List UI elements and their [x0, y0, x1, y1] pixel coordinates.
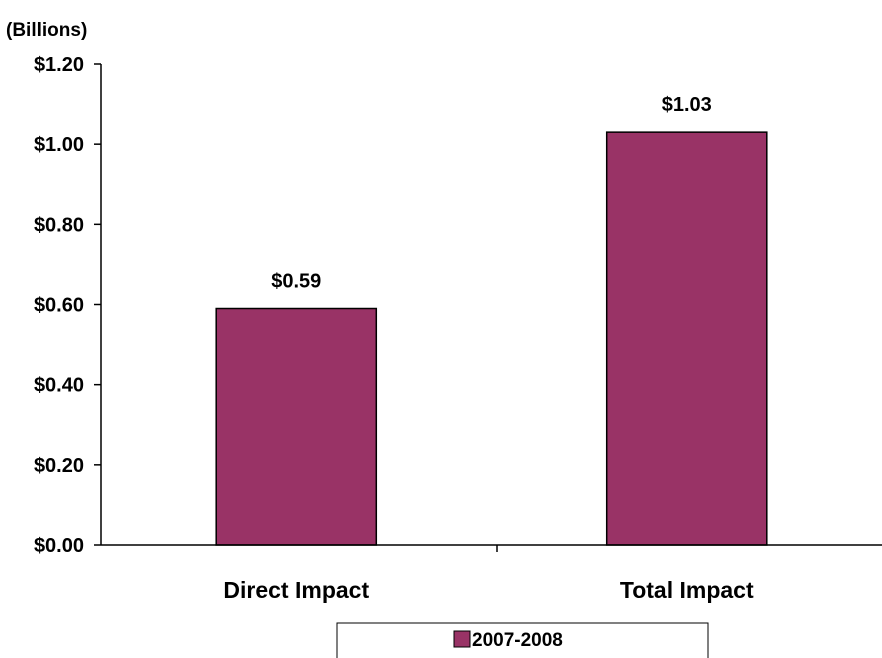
x-category-label: Direct Impact: [223, 577, 369, 603]
legend-label: 2007-2008: [472, 630, 563, 651]
y-tick-label: $1.20: [34, 54, 84, 76]
y-tick-label: $0.20: [34, 455, 84, 477]
data-labels: $0.59 $1.03: [271, 94, 712, 292]
bar-direct-impact: [215, 307, 378, 546]
y-tick-label: $0.00: [34, 535, 84, 557]
data-label: $1.03: [662, 94, 712, 116]
legend: 2007-2008: [336, 622, 709, 658]
y-tick-label: $0.80: [34, 214, 84, 236]
bar-total-impact: [605, 131, 768, 546]
legend-box: [336, 622, 709, 658]
x-category-label: Total Impact: [620, 577, 754, 603]
legend-swatch: [453, 630, 471, 648]
y-axis-ticks: $0.00 $0.20 $0.40 $0.60 $0.80 $1.00 $1.20: [34, 54, 101, 557]
x-axis-labels: Direct Impact Total Impact: [223, 577, 754, 603]
y-tick-label: $0.60: [34, 295, 84, 317]
y-unit-label: (Billions): [6, 20, 87, 41]
bars: [215, 131, 768, 546]
y-tick-label: $0.40: [34, 375, 84, 397]
data-label: $0.59: [271, 271, 321, 293]
y-tick-label: $1.00: [34, 134, 84, 156]
